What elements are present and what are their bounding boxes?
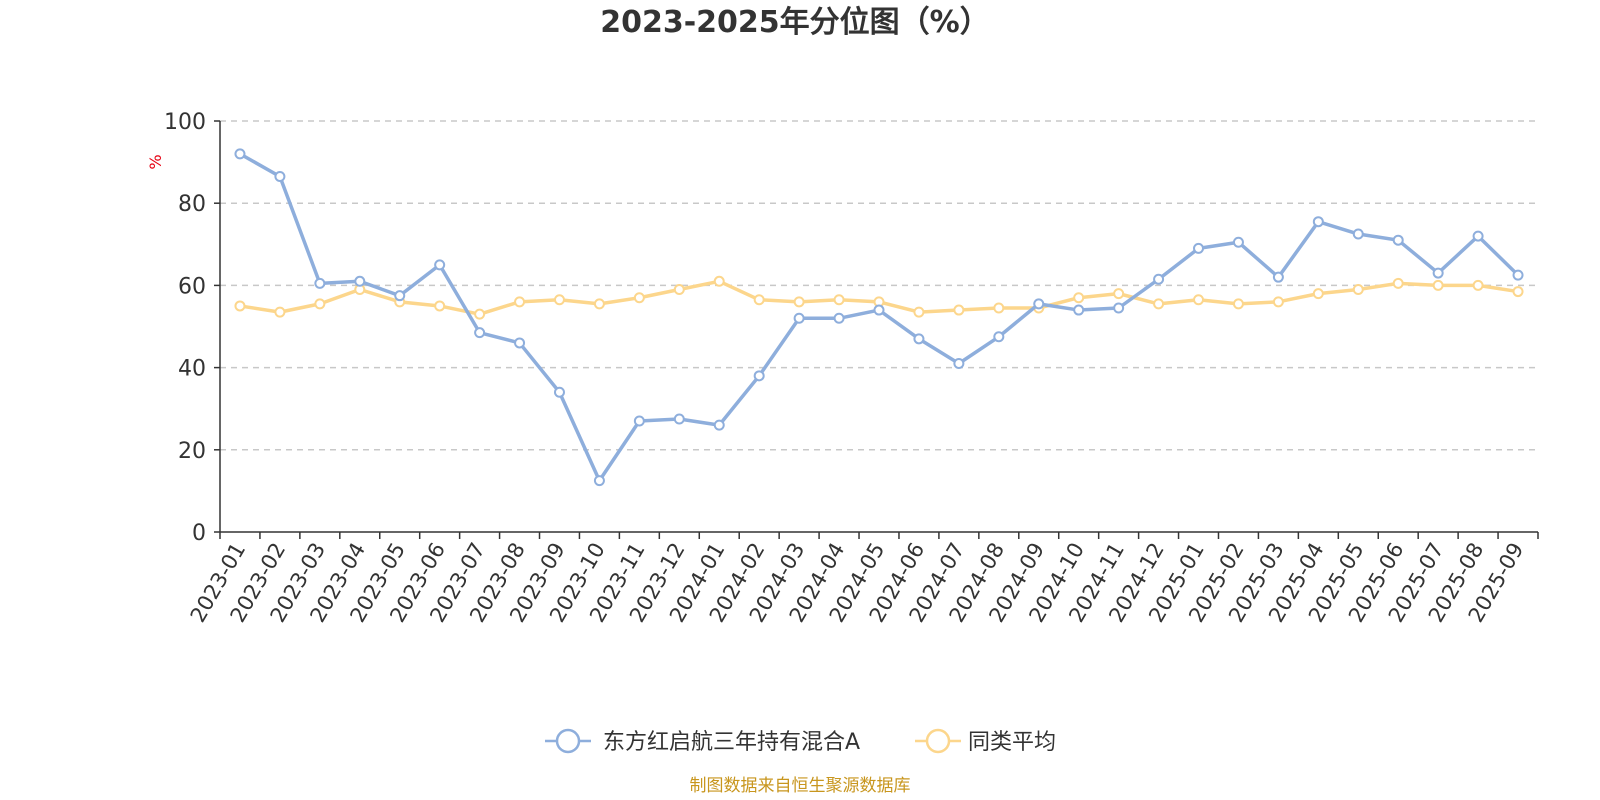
data-point[interactable] <box>1073 304 1085 316</box>
legend-label-1: 同类平均 <box>968 730 1056 755</box>
series-0 <box>234 148 1524 487</box>
data-point[interactable] <box>753 294 765 306</box>
data-point[interactable] <box>1232 236 1244 248</box>
y-axis-unit-label: % <box>146 154 165 169</box>
data-point[interactable] <box>833 294 845 306</box>
data-point[interactable] <box>314 277 326 289</box>
data-point[interactable] <box>713 419 725 431</box>
data-point[interactable] <box>1472 279 1484 291</box>
legend-marker-1 <box>925 728 951 754</box>
data-point[interactable] <box>1392 277 1404 289</box>
data-point[interactable] <box>793 296 805 308</box>
data-point[interactable] <box>1153 273 1165 285</box>
y-tick-label: 0 <box>192 521 206 546</box>
data-point[interactable] <box>1272 296 1284 308</box>
data-point[interactable] <box>593 475 605 487</box>
data-point[interactable] <box>1352 284 1364 296</box>
data-point[interactable] <box>1512 269 1524 281</box>
data-point[interactable] <box>1312 288 1324 300</box>
data-point[interactable] <box>314 298 326 310</box>
legend-marker-0 <box>555 728 581 754</box>
data-point[interactable] <box>474 327 486 339</box>
data-point[interactable] <box>1153 298 1165 310</box>
y-tick-label: 60 <box>178 274 206 299</box>
data-point[interactable] <box>394 290 406 302</box>
data-point[interactable] <box>993 331 1005 343</box>
legend-item-1[interactable]: 同类平均 <box>915 728 1056 755</box>
data-point[interactable] <box>274 306 286 318</box>
data-point[interactable] <box>1512 286 1524 298</box>
chart-title: 2023-2025年分位图（%） <box>600 5 990 40</box>
legend-label-0: 东方红启航三年持有混合A <box>603 730 860 755</box>
data-point[interactable] <box>833 312 845 324</box>
data-point[interactable] <box>673 413 685 425</box>
data-point[interactable] <box>1113 288 1125 300</box>
y-tick-label: 40 <box>178 357 206 382</box>
data-point[interactable] <box>1113 302 1125 314</box>
y-tick-label: 100 <box>164 110 206 135</box>
source-note: 制图数据来自恒生聚源数据库 <box>690 776 911 796</box>
data-point[interactable] <box>753 370 765 382</box>
data-point[interactable] <box>633 292 645 304</box>
data-point[interactable] <box>953 304 965 316</box>
data-point[interactable] <box>1432 267 1444 279</box>
legend-item-0[interactable]: 东方红启航三年持有混合A <box>545 728 860 755</box>
legend[interactable]: 东方红启航三年持有混合A 同类平均 <box>545 728 1056 755</box>
data-point[interactable] <box>434 259 446 271</box>
series-lines <box>234 148 1524 487</box>
data-point[interactable] <box>673 284 685 296</box>
data-point[interactable] <box>1472 230 1484 242</box>
data-point[interactable] <box>593 298 605 310</box>
data-point[interactable] <box>434 300 446 312</box>
data-point[interactable] <box>873 304 885 316</box>
data-point[interactable] <box>1193 294 1205 306</box>
data-point[interactable] <box>713 275 725 287</box>
data-point[interactable] <box>913 333 925 345</box>
data-point[interactable] <box>633 415 645 427</box>
data-point[interactable] <box>1312 216 1324 228</box>
data-point[interactable] <box>514 296 526 308</box>
data-point[interactable] <box>1193 242 1205 254</box>
data-point[interactable] <box>1272 271 1284 283</box>
data-point[interactable] <box>913 306 925 318</box>
data-point[interactable] <box>1033 298 1045 310</box>
data-point[interactable] <box>1352 228 1364 240</box>
data-point[interactable] <box>553 386 565 398</box>
data-point[interactable] <box>274 170 286 182</box>
data-point[interactable] <box>354 275 366 287</box>
data-point[interactable] <box>514 337 526 349</box>
y-tick-label: 80 <box>178 192 206 217</box>
data-point[interactable] <box>1073 292 1085 304</box>
data-point[interactable] <box>1392 234 1404 246</box>
grid-lines <box>220 120 1538 451</box>
data-point[interactable] <box>993 302 1005 314</box>
data-point[interactable] <box>1432 279 1444 291</box>
data-point[interactable] <box>553 294 565 306</box>
y-tick-label: 20 <box>178 439 206 464</box>
data-point[interactable] <box>234 300 246 312</box>
data-point[interactable] <box>1232 298 1244 310</box>
data-point[interactable] <box>953 357 965 369</box>
data-point[interactable] <box>234 148 246 160</box>
data-point[interactable] <box>793 312 805 324</box>
data-point[interactable] <box>474 308 486 320</box>
